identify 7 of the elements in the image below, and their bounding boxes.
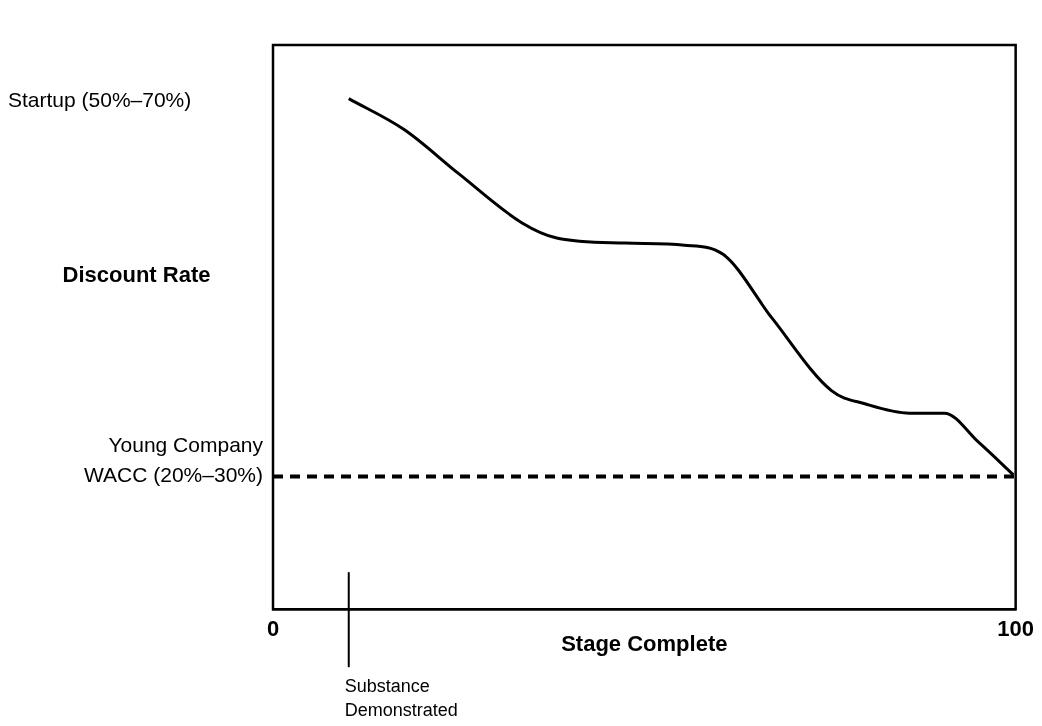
y-axis-title: Discount Rate [62, 262, 211, 288]
x-tick-label: 100 [997, 616, 1035, 642]
x-tick-label: 0 [266, 616, 280, 642]
ref-line-label: Young Company WACC (20%–30%) [84, 433, 264, 487]
ref-line-label: Substance Demonstrated [344, 676, 458, 721]
text: Startup (50%–70%) [8, 88, 192, 112]
x-axis-title: Stage Complete [561, 630, 728, 656]
